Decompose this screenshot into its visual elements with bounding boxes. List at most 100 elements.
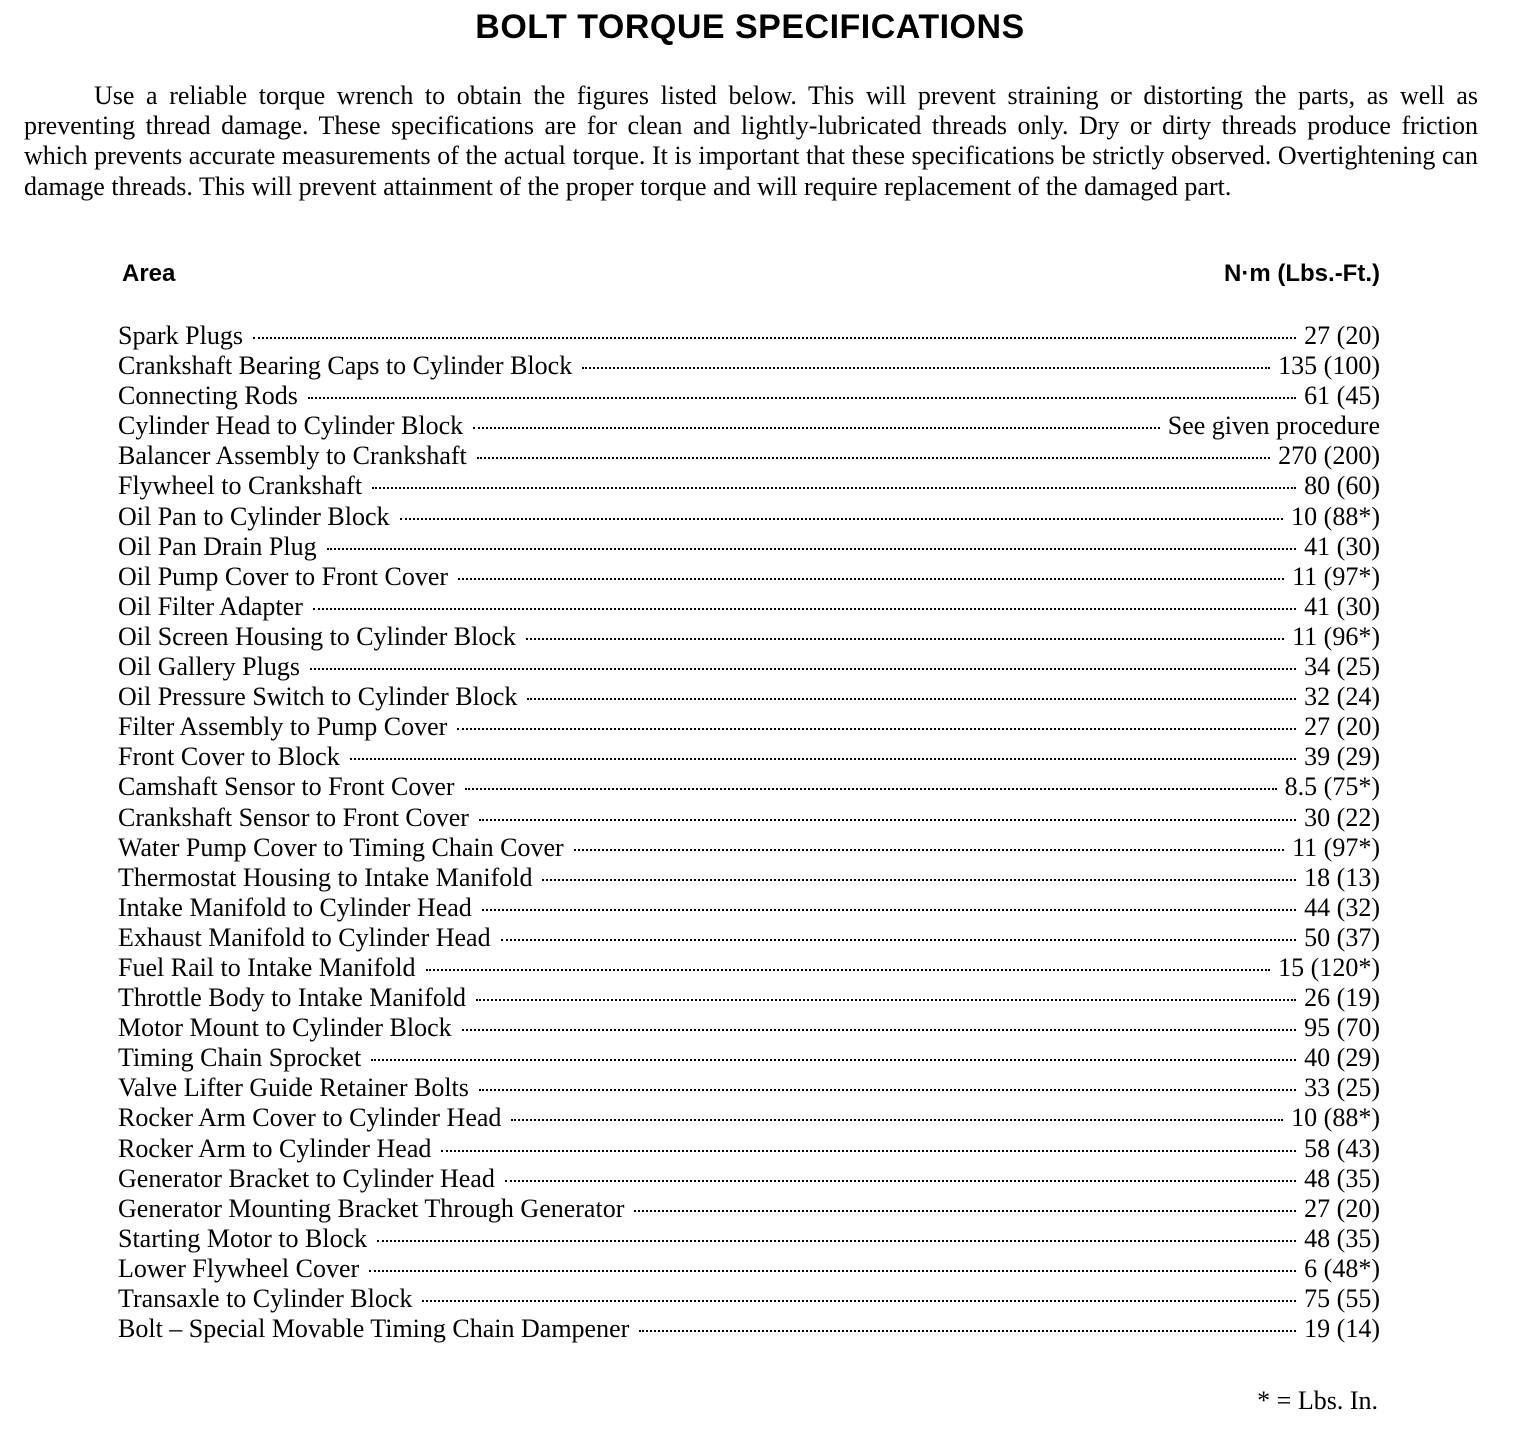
row-area: Oil Gallery Plugs [118, 652, 300, 682]
row-torque-value: 27 (20) [1304, 321, 1380, 350]
row-torque-value: 41 (30) [1304, 591, 1380, 621]
dot-leader [422, 1300, 1297, 1302]
row-torque-value: 10 (88*) [1291, 1103, 1380, 1133]
row-area: Filter Assembly to Pump Cover [118, 712, 448, 742]
row-torque-value: 6 (48*) [1304, 1253, 1380, 1283]
row-torque-value: 41 (30) [1304, 531, 1380, 561]
dot-leader [457, 728, 1297, 731]
footnote: * = Lbs. In. [1257, 1386, 1378, 1415]
dot-leader [542, 878, 1297, 881]
row-area: Balancer Assembly to Crankshaft [118, 441, 467, 471]
row-torque-value: 270 (200) [1278, 441, 1380, 471]
row-torque-value: 11 (97*) [1292, 561, 1380, 591]
table-row: Starting Motor to Block 48 (35) [118, 1224, 1380, 1254]
dot-leader [312, 607, 1297, 610]
row-torque-value: 10 (88*) [1291, 501, 1380, 531]
table-row: Water Pump Cover to Timing Chain Cover 11… [118, 833, 1380, 863]
table-row: Rocker Arm Cover to Cylinder Head 10 (88*… [118, 1103, 1380, 1133]
table-row: Generator Bracket to Cylinder Head 48 (35… [118, 1164, 1380, 1194]
row-area: Thermostat Housing to Intake Manifold [118, 862, 533, 892]
dot-leader [310, 668, 1297, 671]
table-row: Balancer Assembly to Crankshaft 270 (200) [118, 441, 1380, 471]
row-torque-value: 19 (14) [1304, 1314, 1380, 1344]
page-title: BOLT TORQUE SPECIFICATIONS [475, 8, 1025, 46]
row-torque-value: 15 (120*) [1278, 952, 1380, 982]
row-area: Starting Motor to Block [118, 1223, 368, 1253]
intro-paragraph: Use a reliable torque wrench to obtain t… [24, 81, 1478, 201]
row-torque-value: 11 (97*) [1292, 832, 1380, 862]
row-torque-value: 8.5 (75*) [1284, 772, 1380, 802]
table-row: Throttle Body to Intake Manifold 26 (19) [118, 983, 1380, 1013]
dot-leader [500, 938, 1297, 941]
row-torque-value: 18 (13) [1304, 862, 1380, 892]
row-torque-value: 34 (25) [1304, 652, 1380, 682]
dot-leader [504, 1179, 1297, 1182]
dot-leader [399, 517, 1284, 520]
table-row: Rocker Arm to Cylinder Head 58 (43) [118, 1134, 1380, 1164]
table-row: Flywheel to Crankshaft 80 (60) [118, 471, 1380, 501]
column-header-unit: N·m (Lbs.-Ft.) [1224, 260, 1380, 287]
row-area: Oil Pan Drain Plug [118, 531, 317, 561]
row-torque-value: 33 (25) [1304, 1073, 1380, 1103]
column-header-area: Area [122, 260, 176, 287]
dot-leader [634, 1209, 1297, 1212]
row-area: Throttle Body to Intake Manifold [118, 983, 467, 1013]
table-row: Valve Lifter Guide Retainer Bolts 33 (25) [118, 1073, 1380, 1103]
table-row: Fuel Rail to Intake Manifold 15 (120*) [118, 953, 1380, 983]
row-torque-value: 40 (29) [1304, 1043, 1380, 1073]
dot-leader [326, 547, 1297, 550]
row-area: Front Cover to Block [118, 742, 340, 772]
row-area: Bolt – Special Movable Timing Chain Damp… [118, 1314, 630, 1344]
table-row: Oil Pump Cover to Front Cover 11 (97*) [118, 562, 1380, 592]
dot-leader [372, 487, 1297, 490]
dot-leader [639, 1330, 1297, 1333]
dot-leader [349, 758, 1297, 761]
table-row: Timing Chain Sprocket 40 (29) [118, 1043, 1380, 1073]
row-area: Rocker Arm to Cylinder Head [118, 1133, 432, 1163]
table-row: Oil Screen Housing to Cylinder Block 11 (… [118, 622, 1380, 652]
dot-leader [458, 577, 1285, 580]
table-row: Oil Pan to Cylinder Block 10 (88*) [118, 502, 1380, 532]
dot-leader [478, 818, 1297, 821]
dot-leader [476, 457, 1271, 460]
dot-leader [377, 1239, 1297, 1242]
row-torque-value: 95 (70) [1304, 1013, 1380, 1043]
row-area: Crankshaft Bearing Caps to Cylinder Bloc… [118, 351, 573, 381]
table-row: Crankshaft Bearing Caps to Cylinder Bloc… [118, 351, 1380, 381]
table-row: Motor Mount to Cylinder Block 95 (70) [118, 1013, 1380, 1043]
row-torque-value: 11 (96*) [1292, 621, 1380, 651]
row-area: Generator Bracket to Cylinder Head [118, 1163, 495, 1193]
table-row: Camshaft Sensor to Front Cover 8.5 (75*) [118, 772, 1380, 802]
row-area: Camshaft Sensor to Front Cover [118, 772, 455, 802]
row-area: Oil Filter Adapter [118, 591, 303, 621]
row-area: Water Pump Cover to Timing Chain Cover [118, 832, 564, 862]
row-torque-value: 80 (60) [1304, 471, 1380, 501]
row-area: Oil Pan to Cylinder Block [118, 501, 390, 531]
dot-leader [307, 397, 1297, 400]
row-area: Flywheel to Crankshaft [118, 471, 363, 501]
dot-leader [461, 1029, 1297, 1032]
dot-leader [525, 637, 1285, 640]
torque-table: Spark Plugs 27 (20) Crankshaft Bearing Cap… [118, 321, 1380, 1344]
dot-leader [527, 698, 1297, 701]
table-row: Oil Pressure Switch to Cylinder Block 32 … [118, 682, 1380, 712]
table-row: Spark Plugs 27 (20) [118, 321, 1380, 351]
dot-leader [582, 367, 1271, 370]
row-torque-value: 27 (20) [1304, 712, 1380, 742]
table-row: Front Cover to Block 39 (29) [118, 742, 1380, 772]
row-torque-value: See given procedure [1167, 411, 1380, 441]
row-area: Motor Mount to Cylinder Block [118, 1013, 452, 1043]
table-row: Intake Manifold to Cylinder Head 44 (32) [118, 893, 1380, 923]
table-row: Thermostat Housing to Intake Manifold 18 … [118, 863, 1380, 893]
table-row: Filter Assembly to Pump Cover 27 (20) [118, 712, 1380, 742]
row-area: Timing Chain Sprocket [118, 1043, 362, 1073]
row-area: Lower Flywheel Cover [118, 1253, 360, 1283]
row-area: Rocker Arm Cover to Cylinder Head [118, 1103, 502, 1133]
row-torque-value: 75 (55) [1304, 1284, 1380, 1313]
row-area: Intake Manifold to Cylinder Head [118, 892, 472, 922]
row-torque-value: 39 (29) [1304, 742, 1380, 772]
dot-leader [369, 1269, 1297, 1272]
row-area: Valve Lifter Guide Retainer Bolts [118, 1073, 469, 1103]
table-row: Lower Flywheel Cover 6 (48*) [118, 1254, 1380, 1284]
row-area: Generator Mounting Bracket Through Gener… [118, 1193, 625, 1223]
